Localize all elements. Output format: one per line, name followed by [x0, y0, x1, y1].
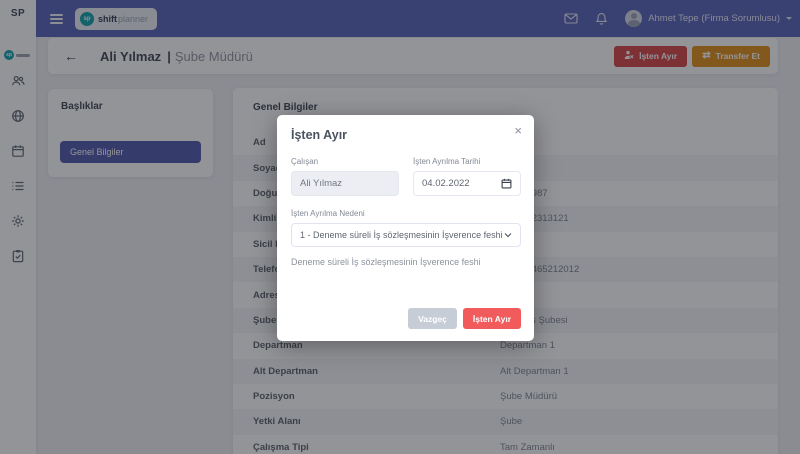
- row-value: 1234562313121: [500, 213, 569, 225]
- sidebar-item-settings[interactable]: [11, 214, 25, 228]
- chevron-down-icon: [504, 233, 512, 238]
- brand-light-text: planner: [118, 13, 149, 24]
- row-value: Tam Zamanlı: [500, 441, 555, 453]
- avatar: [625, 10, 643, 27]
- table-row: Çalışma Tipi Tam Zamanlı: [233, 435, 778, 454]
- gear-icon: [12, 215, 24, 227]
- row-value: Şube Müdürü: [500, 391, 558, 403]
- titles-heading: Başlıklar: [61, 101, 103, 112]
- row-label: Alt Departman: [253, 365, 318, 377]
- tab-genel-bilgiler[interactable]: Genel Bilgiler: [60, 141, 201, 163]
- row-label: Adres: [253, 289, 280, 301]
- row-label: Çalışma Tipi: [253, 441, 309, 453]
- sidebar-brand-initials: SP: [10, 8, 26, 19]
- row-label: Kimlik No: [253, 213, 297, 225]
- employee-name: Ali Yılmaz: [100, 48, 162, 64]
- sidebar-mini-logo: sp: [4, 48, 32, 62]
- sidebar-item-list[interactable]: [11, 179, 25, 193]
- details-heading: Genel Bilgiler: [253, 102, 318, 113]
- hamburger-menu-icon[interactable]: [50, 12, 63, 26]
- user-menu[interactable]: Ahmet Tepe (Firma Sorumlusu): [625, 10, 792, 27]
- employee-field-label: Çalışan: [291, 157, 319, 166]
- table-row: Sicil No: [233, 232, 778, 257]
- sidebar-item-calendar[interactable]: [11, 144, 25, 158]
- bell-icon[interactable]: [595, 12, 608, 26]
- globe-icon: [12, 110, 24, 122]
- person-remove-icon: [624, 50, 634, 63]
- row-label: Pozisyon: [253, 391, 295, 403]
- reason-select[interactable]: 1 - Deneme süreli İş sözleşmesinin İşver…: [291, 223, 521, 247]
- chevron-down-icon: [786, 17, 792, 20]
- page-title: Ali Yılmaz | Şube Müdürü: [100, 48, 253, 64]
- calendar-icon: [12, 145, 24, 157]
- confirm-dismiss-button[interactable]: İşten Ayır: [462, 308, 521, 329]
- user-name: Ahmet Tepe (Firma Sorumlusu): [648, 13, 780, 24]
- top-navbar: sp shift planner Ahmet Tepe (Firma Sorum…: [36, 0, 800, 37]
- sidebar-item-globe[interactable]: [11, 109, 25, 123]
- row-label: Soyad: [253, 162, 282, 174]
- row-value: Alt Departman 1: [500, 365, 569, 377]
- row-label: Departman: [253, 340, 303, 352]
- row-value: Şube: [500, 416, 523, 428]
- list-icon: [12, 181, 24, 191]
- row-label: Yetki Alanı: [253, 416, 301, 428]
- collapsed-sidebar: SP sp: [0, 0, 36, 454]
- employee-field: Ali Yılmaz: [291, 171, 399, 196]
- reason-field-label: İşten Ayrılma Nedeni: [291, 209, 365, 218]
- row-label: Sicil No: [253, 238, 288, 250]
- table-row: Departman Departman 1: [233, 333, 778, 358]
- app-logo[interactable]: sp shift planner: [75, 7, 158, 30]
- table-row: Adres: [233, 282, 778, 307]
- titles-card: Başlıklar Genel Bilgiler: [48, 89, 213, 177]
- users-icon: [12, 75, 25, 86]
- clipboard-check-icon: [12, 250, 24, 263]
- brand-circle-icon: sp: [80, 11, 94, 26]
- row-label: Şube: [253, 314, 277, 326]
- mail-icon[interactable]: [564, 13, 578, 24]
- date-field-label: İşten Ayrılma Tarihi: [413, 157, 481, 166]
- dismiss-button[interactable]: İşten Ayır: [614, 45, 688, 67]
- brand-circle-icon: sp: [4, 50, 14, 60]
- row-value: Departman 1: [500, 340, 555, 352]
- page-header: ← Ali Yılmaz | Şube Müdürü İşten Ayır ⇄ Tr…: [48, 38, 778, 74]
- table-row: Pozisyon Şube Müdürü: [233, 384, 778, 409]
- table-row: Yetki Alanı Şube: [233, 409, 778, 435]
- table-row: Alt Departman Alt Departman 1: [233, 358, 778, 384]
- transfer-button[interactable]: ⇄ Transfer Et: [692, 45, 770, 67]
- row-label: Telefon: [253, 264, 287, 276]
- sidebar-item-users[interactable]: [11, 74, 25, 88]
- row-value: 055544465212012: [500, 264, 580, 276]
- back-button[interactable]: ←: [64, 48, 78, 64]
- date-value: 04.02.2022: [422, 178, 470, 189]
- cancel-button[interactable]: Vazgeç: [408, 308, 457, 329]
- close-icon[interactable]: ×: [514, 123, 522, 138]
- sidebar-item-tasks[interactable]: [11, 249, 25, 263]
- calendar-icon[interactable]: [501, 178, 512, 189]
- modal-title: İşten Ayır: [291, 128, 348, 142]
- reason-description: Deneme süreli İş sözleşmesinin İşverence…: [291, 257, 481, 267]
- row-label: Ad: [253, 137, 266, 149]
- date-field[interactable]: 04.02.2022: [413, 171, 521, 196]
- employee-role: Şube Müdürü: [174, 48, 253, 64]
- reason-selected-option: 1 - Deneme süreli İş sözleşmesinin İşver…: [300, 230, 503, 240]
- transfer-arrows-icon: ⇄: [702, 50, 711, 61]
- brand-bold-text: shift: [98, 13, 117, 24]
- brand-wordmark-placeholder: [16, 53, 30, 57]
- dismiss-modal: İşten Ayır × Çalışan Ali Yılmaz İşten Ay…: [277, 115, 534, 341]
